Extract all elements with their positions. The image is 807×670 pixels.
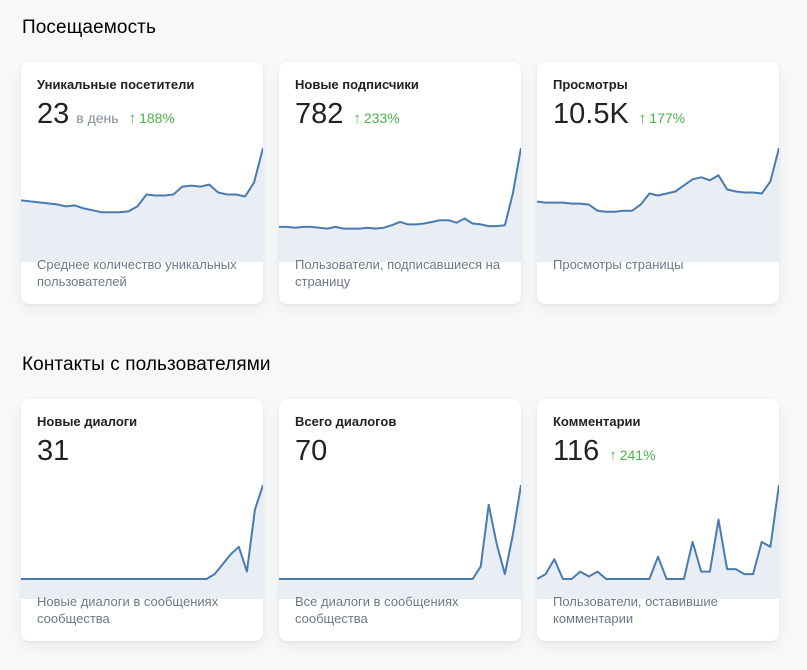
arrow-up-icon: ↑ <box>128 110 137 127</box>
metric-value: 782 <box>295 98 344 130</box>
card-title: Комментарии <box>553 414 641 429</box>
metric-value: 10.5K <box>553 98 629 130</box>
metric-value: 116 <box>553 435 600 467</box>
sparkline-area <box>21 485 263 599</box>
arrow-up-icon: ↑ <box>638 110 647 127</box>
sparkline-line <box>21 485 263 579</box>
card-new-dialogs[interactable]: Новые диалоги 31 Новые диалоги в сообщен… <box>21 399 263 641</box>
trend-badge: ↑ 177% <box>639 110 685 127</box>
trend-percent: 241% <box>619 447 656 463</box>
metric-row: 23 в день ↑ 188% <box>37 98 175 131</box>
card-description: Новые диалоги в сообщениях сообщества <box>37 594 219 626</box>
metric-value: 70 <box>295 435 328 467</box>
card-page-views[interactable]: Просмотры 10.5K ↑ 177% Просмотры страниц… <box>537 62 779 304</box>
card-description: Все диалоги в сообщениях сообщества <box>295 594 459 626</box>
sparkline-area <box>537 485 779 599</box>
sparkline-line <box>537 148 779 212</box>
arrow-up-icon: ↑ <box>353 110 361 127</box>
card-total-dialogs[interactable]: Всего диалогов 70 Все диалоги в сообщени… <box>279 399 521 641</box>
card-new-subscribers[interactable]: Новые подписчики 782 ↑ 233% Пользователи… <box>279 62 521 304</box>
trend-percent: 188% <box>139 110 175 126</box>
section-title-contacts: Контакты с пользователями <box>22 354 271 375</box>
metric-row: 116 ↑ 241% <box>553 435 656 468</box>
arrow-up-icon: ↑ <box>609 447 617 464</box>
trend-percent: 233% <box>363 110 400 126</box>
sparkline-chart <box>279 479 521 599</box>
card-title: Новые диалоги <box>37 414 138 429</box>
sparkline-chart <box>21 142 263 262</box>
card-description: Среднее количество уникальных пользовате… <box>37 257 237 289</box>
sparkline-chart <box>21 479 263 599</box>
card-title: Просмотры <box>553 77 628 92</box>
metric-row: 70 <box>295 435 327 468</box>
card-title: Всего диалогов <box>295 414 397 429</box>
card-description: Просмотры страницы <box>553 257 684 272</box>
metric-unit: в день <box>76 110 119 126</box>
metric-value: 23 <box>37 98 70 130</box>
sparkline-chart <box>537 479 779 599</box>
sparkline-line <box>537 485 779 579</box>
sparkline-chart <box>537 142 779 262</box>
sparkline-line <box>21 148 263 212</box>
card-description: Пользователи, оставившие комментарии <box>553 594 718 626</box>
metric-value: 31 <box>37 435 70 467</box>
section-title-attendance: Посещаемость <box>22 17 156 38</box>
trend-badge: ↑ 241% <box>609 447 655 464</box>
sparkline-area <box>279 148 521 262</box>
sparkline-chart <box>279 142 521 262</box>
card-comments[interactable]: Комментарии 116 ↑ 241% Пользователи, ост… <box>537 399 779 641</box>
sparkline-area <box>21 148 263 262</box>
trend-badge: ↑ 188% <box>129 110 175 127</box>
card-description: Пользователи, подписавшиеся на страницу <box>295 257 501 289</box>
metric-row: 31 <box>37 435 69 468</box>
sparkline-area <box>537 148 779 262</box>
card-title: Уникальные посетители <box>37 77 195 92</box>
sparkline-line <box>279 485 521 579</box>
card-title: Новые подписчики <box>295 77 419 92</box>
metric-row: 782 ↑ 233% <box>295 98 400 131</box>
card-unique-visitors[interactable]: Уникальные посетители 23 в день ↑ 188% С… <box>21 62 263 304</box>
trend-badge: ↑ 233% <box>353 110 399 127</box>
trend-percent: 177% <box>649 110 686 126</box>
sparkline-line <box>279 148 521 229</box>
sparkline-area <box>279 485 521 599</box>
metric-row: 10.5K ↑ 177% <box>553 98 685 131</box>
